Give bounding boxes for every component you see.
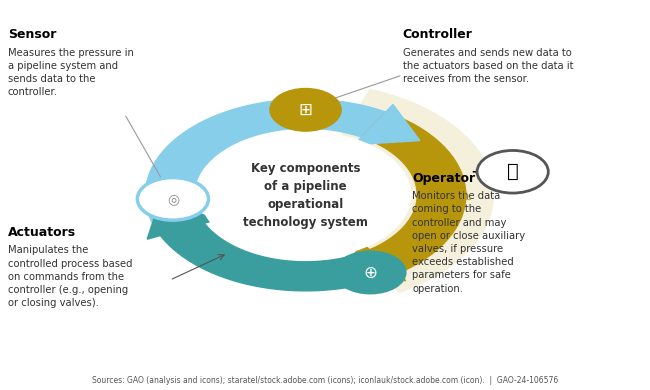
Text: Operator: Operator — [412, 172, 476, 185]
Text: Sources: GAO (analysis and icons); staratel/stock.adobe.com (icons); iconlauk/st: Sources: GAO (analysis and icons); stara… — [92, 376, 558, 385]
Polygon shape — [161, 223, 397, 291]
Text: 👷: 👷 — [507, 162, 519, 181]
Text: ⊞: ⊞ — [298, 101, 313, 119]
Text: Generates and sends new data to
the actuators based on the data it
receives from: Generates and sends new data to the actu… — [402, 48, 573, 84]
Text: ⚠: ⚠ — [458, 188, 471, 202]
Polygon shape — [147, 200, 218, 239]
Circle shape — [270, 89, 341, 131]
Circle shape — [200, 132, 411, 258]
Polygon shape — [354, 105, 420, 145]
Text: Sensor: Sensor — [8, 28, 57, 41]
Text: Controller: Controller — [402, 28, 473, 41]
Text: ◎: ◎ — [167, 192, 179, 206]
Polygon shape — [340, 243, 406, 281]
Wedge shape — [308, 89, 493, 292]
Circle shape — [335, 251, 406, 294]
Circle shape — [477, 151, 549, 193]
Text: Manipulates the
controlled process based
on commands from the
controller (e.g., : Manipulates the controlled process based… — [8, 245, 133, 308]
Polygon shape — [361, 112, 466, 273]
Text: Monitors the data
coming to the
controller and may
open or close auxiliary
valve: Monitors the data coming to the controll… — [412, 191, 525, 294]
Text: Measures the pressure in
a pipeline system and
sends data to the
controller.: Measures the pressure in a pipeline syst… — [8, 48, 134, 98]
Text: ⊕: ⊕ — [363, 263, 377, 282]
Circle shape — [137, 177, 209, 220]
Text: Actuators: Actuators — [8, 226, 76, 239]
Text: Key components
of a pipeline
operational
technology system: Key components of a pipeline operational… — [243, 161, 368, 229]
Polygon shape — [146, 99, 385, 236]
